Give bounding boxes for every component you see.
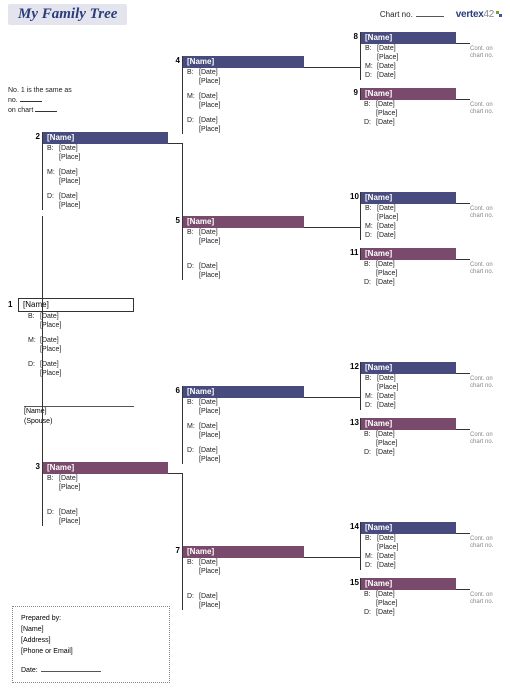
brand-logo: vertex42 [456, 9, 502, 20]
person-7-number: 7 [172, 546, 180, 555]
person-14-number: 14 [350, 522, 358, 531]
person-1-number: 1 [8, 300, 12, 309]
same-as-note: No. 1 is the same as no. on chart [8, 86, 72, 116]
prep-contact[interactable]: [Phone or Email] [21, 646, 161, 657]
person-11: 11 [Name] B:[Date] [Place] D:[Date] [360, 248, 456, 287]
connector [456, 589, 470, 590]
person-8-name[interactable]: [Name] [360, 32, 456, 44]
spouse-label: (Spouse) [24, 417, 134, 427]
connector [182, 143, 183, 218]
connector [456, 429, 470, 430]
connector [456, 203, 470, 204]
person-9-name[interactable]: [Name] [360, 88, 456, 100]
cont-14: Cont. onchart no. [470, 536, 500, 550]
person-9: 9 [Name] B:[Date] [Place] D:[Date] [360, 88, 456, 127]
person-15: 15 [Name] B:[Date] [Place] D:[Date] [360, 578, 456, 617]
person-4-name[interactable]: [Name] [182, 56, 304, 68]
person-6-number: 6 [172, 386, 180, 395]
person-12: 12 [Name] B:[Date] [Place] M:[Date] D:[D… [360, 362, 456, 410]
note-line1: No. 1 is the same as [8, 86, 72, 96]
connector [456, 43, 470, 44]
person-2: 2 [Name] B:[Date] [Place] M:[Date] [Plac… [42, 132, 168, 210]
person-11-number: 11 [350, 248, 358, 257]
person-6: 6 [Name] B:[Date] [Place] M:[Date] [Plac… [182, 386, 304, 464]
person-5-number: 5 [172, 216, 180, 225]
cont-9: Cont. onchart no. [470, 102, 500, 116]
person-2-name[interactable]: [Name] [42, 132, 168, 144]
prep-date-input[interactable] [41, 671, 101, 672]
note-chart-input[interactable] [35, 111, 57, 112]
connector [304, 557, 360, 558]
person-3-number: 3 [32, 462, 40, 471]
person-13-number: 13 [350, 418, 358, 427]
person-10-name[interactable]: [Name] [360, 192, 456, 204]
brand-icon [496, 11, 502, 17]
person-8-number: 8 [350, 32, 358, 41]
connector [168, 473, 182, 474]
spouse-block: [Name] (Spouse) [24, 406, 134, 427]
person-3: 3 [Name] B:[Date] [Place] D:[Date] [Plac… [42, 462, 168, 526]
person-14: 14 [Name] B:[Date] [Place] M:[Date] D:[D… [360, 522, 456, 570]
person-10-number: 10 [350, 192, 358, 201]
connector [168, 143, 182, 144]
person-15-name[interactable]: [Name] [360, 578, 456, 590]
person-13-name[interactable]: [Name] [360, 418, 456, 430]
cont-13: Cont. onchart no. [470, 432, 500, 446]
chart-no-input-line[interactable] [416, 16, 444, 17]
prep-date-label: Date: [21, 667, 38, 674]
connector [304, 227, 360, 228]
person-11-name[interactable]: [Name] [360, 248, 456, 260]
chart-no-label: Chart no. [380, 10, 413, 19]
note-no-input[interactable] [20, 101, 42, 102]
person-12-name[interactable]: [Name] [360, 362, 456, 374]
person-7: 7 [Name] B:[Date] [Place] D:[Date] [Plac… [182, 546, 304, 610]
connector [456, 373, 470, 374]
connector [456, 533, 470, 534]
prep-title: Prepared by: [21, 613, 161, 624]
note-line2: no. [8, 97, 18, 104]
person-4: 4 [Name] B:[Date] [Place] M:[Date] [Plac… [182, 56, 304, 134]
person-10: 10 [Name] B:[Date] [Place] M:[Date] D:[D… [360, 192, 456, 240]
brand-light: 42 [483, 9, 494, 20]
person-15-number: 15 [350, 578, 358, 587]
person-5-name[interactable]: [Name] [182, 216, 304, 228]
spouse-name: [Name] [24, 407, 134, 417]
person-7-name[interactable]: [Name] [182, 546, 304, 558]
prepared-by-box: Prepared by: [Name] [Address] [Phone or … [12, 606, 170, 683]
connector [42, 216, 43, 462]
header: My Family Tree Chart no. vertex42 [0, 0, 510, 26]
cont-11: Cont. onchart no. [470, 262, 500, 276]
title-box: My Family Tree [8, 4, 127, 25]
prep-name[interactable]: [Name] [21, 624, 161, 635]
content: No. 1 is the same as no. on chart 1 [Nam… [0, 26, 510, 690]
cont-15: Cont. onchart no. [470, 592, 500, 606]
brand-dark: vertex [456, 9, 484, 20]
cont-10: Cont. onchart no. [470, 206, 500, 220]
connector [456, 99, 470, 100]
connector [182, 473, 183, 548]
cont-8: Cont. onchart no. [470, 46, 500, 60]
note-line3: on chart [8, 107, 33, 114]
person-2-number: 2 [32, 132, 40, 141]
person-4-number: 4 [172, 56, 180, 65]
prep-address[interactable]: [Address] [21, 635, 161, 646]
connector [304, 67, 360, 68]
person-5: 5 [Name] B:[Date] [Place] D:[Date] [Plac… [182, 216, 304, 280]
person-14-name[interactable]: [Name] [360, 522, 456, 534]
cont-12: Cont. onchart no. [470, 376, 500, 390]
connector [304, 397, 360, 398]
person-1-name[interactable]: [Name] [18, 298, 134, 312]
page-title: My Family Tree [18, 6, 117, 22]
person-13: 13 [Name] B:[Date] [Place] D:[Date] [360, 418, 456, 457]
person-9-number: 9 [350, 88, 358, 97]
person-12-number: 12 [350, 362, 358, 371]
person-3-name[interactable]: [Name] [42, 462, 168, 474]
chart-number-field[interactable]: Chart no. [380, 10, 444, 19]
connector [456, 259, 470, 260]
person-8: 8 [Name] B:[Date] [Place] M:[Date] D:[Da… [360, 32, 456, 80]
person-6-name[interactable]: [Name] [182, 386, 304, 398]
